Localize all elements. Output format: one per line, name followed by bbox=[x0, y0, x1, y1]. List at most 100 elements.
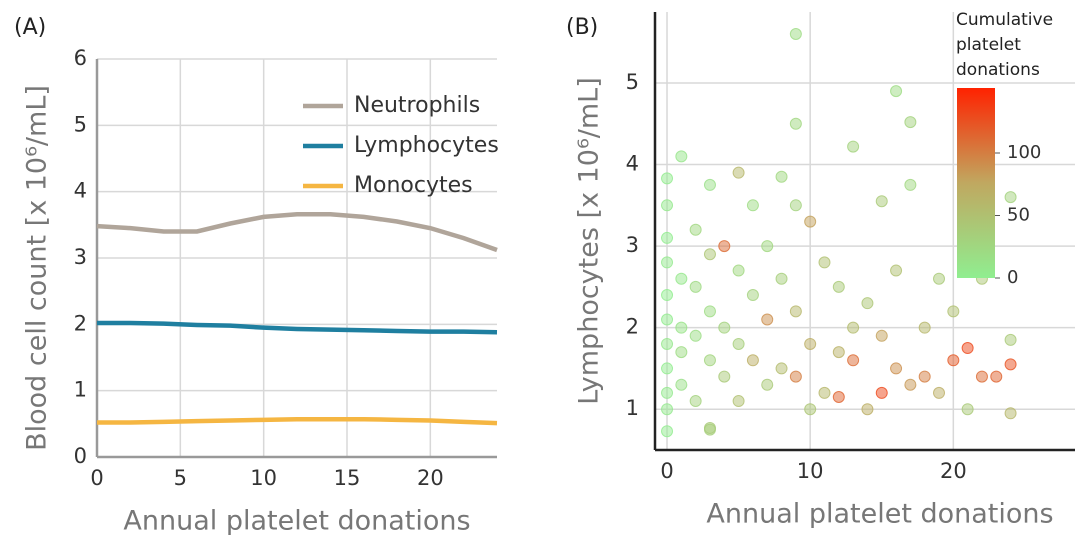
scatter-point bbox=[918, 370, 931, 383]
scatter-point bbox=[661, 386, 674, 399]
scatter-point bbox=[904, 116, 917, 129]
panel-label: (A) bbox=[14, 15, 46, 40]
scatter-point bbox=[661, 425, 674, 438]
scatter-point bbox=[689, 223, 702, 236]
y-tick-label: 4 bbox=[74, 179, 87, 203]
y-tick-label: 1 bbox=[74, 378, 87, 402]
scatter-point bbox=[689, 395, 702, 408]
scatter-point bbox=[761, 378, 774, 391]
scatter-point bbox=[761, 240, 774, 253]
y-tick-label: 3 bbox=[626, 233, 639, 257]
series-line bbox=[97, 320, 498, 335]
legend-label: Lymphocytes bbox=[354, 133, 499, 158]
scatter-point bbox=[818, 256, 831, 269]
scatter-point bbox=[746, 354, 759, 367]
scatter-point bbox=[746, 289, 759, 302]
scatter-point bbox=[832, 346, 845, 359]
series-line bbox=[96, 211, 498, 253]
scatter-point bbox=[904, 178, 917, 191]
scatter-point bbox=[661, 289, 674, 302]
scatter-point bbox=[890, 85, 903, 98]
scatter-point bbox=[804, 403, 817, 416]
scatter-point bbox=[861, 403, 874, 416]
scatter-point bbox=[746, 199, 759, 212]
scatter-point bbox=[703, 354, 716, 367]
colorbar-label: platelet bbox=[956, 35, 1021, 55]
scatter-point bbox=[675, 272, 688, 285]
scatter-point bbox=[703, 305, 716, 318]
x-tick-label: 5 bbox=[174, 466, 187, 490]
scatter-point bbox=[947, 354, 960, 367]
scatter-point bbox=[832, 280, 845, 293]
scatter-point bbox=[1004, 358, 1017, 371]
y-tick-label: 1 bbox=[626, 396, 639, 420]
scatter-point bbox=[875, 386, 888, 399]
y-tick-label: 2 bbox=[74, 311, 87, 335]
legend-label: Neutrophils bbox=[354, 93, 480, 118]
scatter-point bbox=[847, 321, 860, 334]
scatter-point bbox=[689, 280, 702, 293]
scatter-point bbox=[775, 272, 788, 285]
scatter-point bbox=[775, 170, 788, 183]
y-axis-label: Blood cell count [x 10⁶/mL] bbox=[22, 85, 53, 451]
scatter-point bbox=[789, 199, 802, 212]
x-tick-label: 0 bbox=[660, 459, 673, 483]
scatter-point bbox=[732, 264, 745, 277]
y-axis-label: Lymphocytes [x 10⁶/mL] bbox=[574, 77, 605, 405]
colorbar-label: Cumulative bbox=[956, 10, 1053, 30]
y-tick-label: 0 bbox=[74, 444, 87, 468]
scatter-point bbox=[961, 342, 974, 355]
scatter-point bbox=[661, 231, 674, 244]
scatter-point bbox=[661, 313, 674, 326]
y-tick-label: 2 bbox=[626, 315, 639, 339]
scatter-point bbox=[861, 297, 874, 310]
scatter-point bbox=[703, 248, 716, 261]
scatter-point bbox=[890, 264, 903, 277]
y-tick-label: 3 bbox=[74, 245, 87, 269]
scatter-point bbox=[961, 403, 974, 416]
scatter-point bbox=[675, 321, 688, 334]
y-tick-label: 4 bbox=[626, 152, 639, 176]
x-tick-label: 20 bbox=[940, 459, 967, 483]
scatter-point bbox=[661, 172, 674, 185]
scatter-point bbox=[732, 337, 745, 350]
colorbar bbox=[957, 88, 995, 278]
series-line bbox=[97, 416, 498, 426]
scatter-point bbox=[847, 140, 860, 153]
scatter-point bbox=[789, 305, 802, 318]
scatter-point bbox=[661, 337, 674, 350]
scatter-point bbox=[990, 370, 1003, 383]
scatter-point bbox=[1004, 333, 1017, 346]
scatter-point bbox=[703, 423, 716, 436]
x-tick-label: 0 bbox=[90, 466, 103, 490]
scatter-point bbox=[718, 370, 731, 383]
scatter-point bbox=[732, 166, 745, 179]
x-tick-label: 10 bbox=[797, 459, 824, 483]
scatter-point bbox=[804, 337, 817, 350]
scatter-point bbox=[832, 390, 845, 403]
scatter-point bbox=[875, 329, 888, 342]
scatter-point bbox=[661, 403, 674, 416]
scatter-point bbox=[789, 28, 802, 41]
y-tick-label: 5 bbox=[74, 112, 87, 136]
scatter-point bbox=[818, 386, 831, 399]
scatter-point bbox=[732, 395, 745, 408]
scatter-point bbox=[761, 313, 774, 326]
scatter-point bbox=[661, 256, 674, 269]
x-axis-label: Annual platelet donations bbox=[706, 499, 1053, 530]
scatter-point bbox=[789, 117, 802, 130]
scatter-point bbox=[789, 370, 802, 383]
scatter-point bbox=[918, 321, 931, 334]
x-tick-label: 20 bbox=[417, 466, 444, 490]
scatter-point bbox=[675, 378, 688, 391]
y-tick-label: 6 bbox=[74, 46, 87, 70]
legend-label: Monocytes bbox=[354, 173, 473, 198]
scatter-point bbox=[875, 195, 888, 208]
scatter-point bbox=[675, 346, 688, 359]
y-tick-label: 5 bbox=[626, 70, 639, 94]
scatter-point bbox=[847, 354, 860, 367]
scatter-point bbox=[933, 272, 946, 285]
colorbar-tick-label: 50 bbox=[1007, 205, 1030, 226]
scatter-point bbox=[675, 150, 688, 163]
